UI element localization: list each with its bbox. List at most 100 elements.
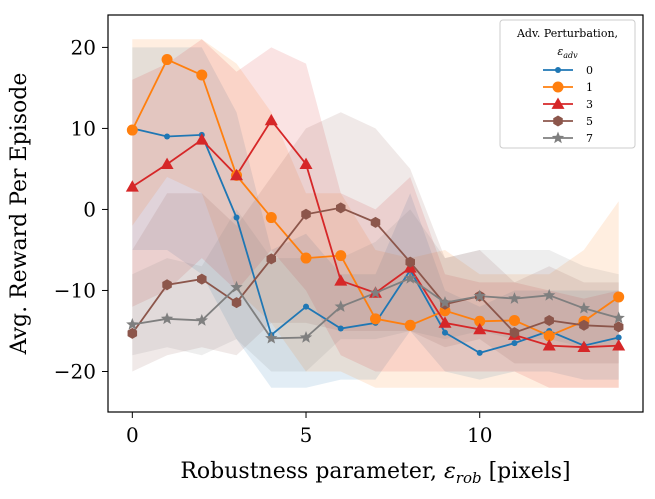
point-series-3 xyxy=(125,180,139,192)
point-series-5 xyxy=(613,321,624,333)
point-series-3 xyxy=(299,157,313,169)
legend-entry-3: 3 xyxy=(543,97,593,111)
point-series-0 xyxy=(476,349,483,356)
point-series-1 xyxy=(474,315,486,327)
point-series-1 xyxy=(196,69,208,81)
point-series-3 xyxy=(612,339,626,351)
legend-marker xyxy=(555,67,561,73)
point-series-1 xyxy=(613,291,625,303)
y-tick-label: −20 xyxy=(54,359,96,383)
point-series-7 xyxy=(404,271,417,284)
legend-title: Adv. Perturbation, xyxy=(516,27,618,40)
point-series-7 xyxy=(612,311,625,324)
legend-title-symbol: εadv xyxy=(557,45,578,60)
legend-label: 7 xyxy=(586,132,593,145)
point-series-0 xyxy=(615,334,622,341)
point-series-0 xyxy=(511,340,518,347)
point-series-7 xyxy=(577,301,591,314)
legend-marker xyxy=(552,81,564,93)
series-markers xyxy=(125,54,626,356)
point-series-5 xyxy=(162,279,172,291)
legend-label: 3 xyxy=(586,98,593,111)
legend: Adv. Perturbation, εadv 0 1 3 5 7 xyxy=(499,19,636,149)
point-series-5 xyxy=(301,208,311,220)
legend-box xyxy=(499,19,636,149)
point-series-7 xyxy=(508,292,521,304)
legend-label: 0 xyxy=(586,64,593,77)
plot-frame xyxy=(107,14,644,413)
point-series-3 xyxy=(542,339,556,351)
x-axis-label-symbol: ε xyxy=(444,459,456,484)
point-series-3 xyxy=(160,157,174,169)
point-series-7 xyxy=(195,313,208,326)
point-series-7 xyxy=(369,286,382,299)
point-series-5 xyxy=(127,327,138,339)
point-series-3 xyxy=(195,133,209,145)
x-axis-label-unit: [pixels] xyxy=(482,459,571,484)
point-series-1 xyxy=(404,319,416,331)
point-series-1 xyxy=(543,330,555,342)
point-series-0 xyxy=(441,329,448,336)
y-tick-label: 10 xyxy=(71,116,96,140)
x-axis: 0 5 10 xyxy=(126,412,492,447)
legend-label: 1 xyxy=(586,81,593,94)
point-series-1 xyxy=(335,250,347,262)
y-tick-label: 20 xyxy=(71,35,96,59)
x-tick-label: 10 xyxy=(467,423,492,447)
point-series-7 xyxy=(160,312,174,325)
legend-marker xyxy=(551,131,565,144)
legend-entries: 0 1 3 5 7 xyxy=(543,64,593,145)
point-series-1 xyxy=(126,124,138,136)
x-axis-label: Robustness parameter, εrob [pixels] xyxy=(180,459,570,487)
y-tick-label: −10 xyxy=(54,278,96,302)
y-axis: −20 −10 0 10 20 xyxy=(54,35,108,383)
x-axis-label-sub: rob xyxy=(456,469,482,487)
point-series-7 xyxy=(334,300,347,312)
point-series-5 xyxy=(509,327,520,339)
point-series-1 xyxy=(508,314,520,326)
x-tick-label: 0 xyxy=(126,423,139,447)
point-series-1 xyxy=(265,212,277,224)
band-series-3 xyxy=(132,39,619,388)
point-series-0 xyxy=(164,133,171,140)
point-series-7 xyxy=(299,330,313,343)
point-series-7 xyxy=(543,288,556,301)
point-series-5 xyxy=(197,273,207,285)
band-series-5 xyxy=(132,112,619,372)
band-series-0 xyxy=(132,47,619,388)
point-series-0 xyxy=(303,303,310,310)
point-series-1 xyxy=(161,54,173,66)
plot-area xyxy=(107,14,644,413)
point-series-5 xyxy=(370,216,381,228)
legend-entry-7: 7 xyxy=(543,131,593,145)
confidence-bands xyxy=(132,39,619,388)
point-series-0 xyxy=(337,325,344,332)
legend-marker xyxy=(551,97,565,109)
point-series-3 xyxy=(473,322,487,335)
point-series-7 xyxy=(438,296,452,308)
y-tick-label: 0 xyxy=(83,197,96,221)
point-series-5 xyxy=(231,297,242,309)
point-series-5 xyxy=(266,253,277,265)
point-series-7 xyxy=(230,280,243,293)
point-series-3 xyxy=(577,340,591,353)
point-series-5 xyxy=(405,256,415,268)
point-series-5 xyxy=(544,314,554,326)
point-series-7 xyxy=(473,289,486,302)
legend-label: 5 xyxy=(586,115,593,128)
point-series-7 xyxy=(126,318,139,330)
x-tick-label: 5 xyxy=(300,423,313,447)
point-series-3 xyxy=(230,168,244,181)
point-series-5 xyxy=(579,319,589,331)
point-series-5 xyxy=(336,202,346,214)
point-series-3 xyxy=(438,316,452,328)
x-axis-label-text: Robustness parameter, xyxy=(180,459,444,484)
legend-entry-5: 5 xyxy=(543,115,593,128)
point-series-3 xyxy=(334,274,348,286)
legend-marker xyxy=(553,115,563,127)
y-axis-label: Avg. Reward Per Episode xyxy=(7,73,32,356)
point-series-3 xyxy=(264,113,278,126)
legend-entry-1: 1 xyxy=(543,81,593,94)
point-series-0 xyxy=(233,214,240,221)
